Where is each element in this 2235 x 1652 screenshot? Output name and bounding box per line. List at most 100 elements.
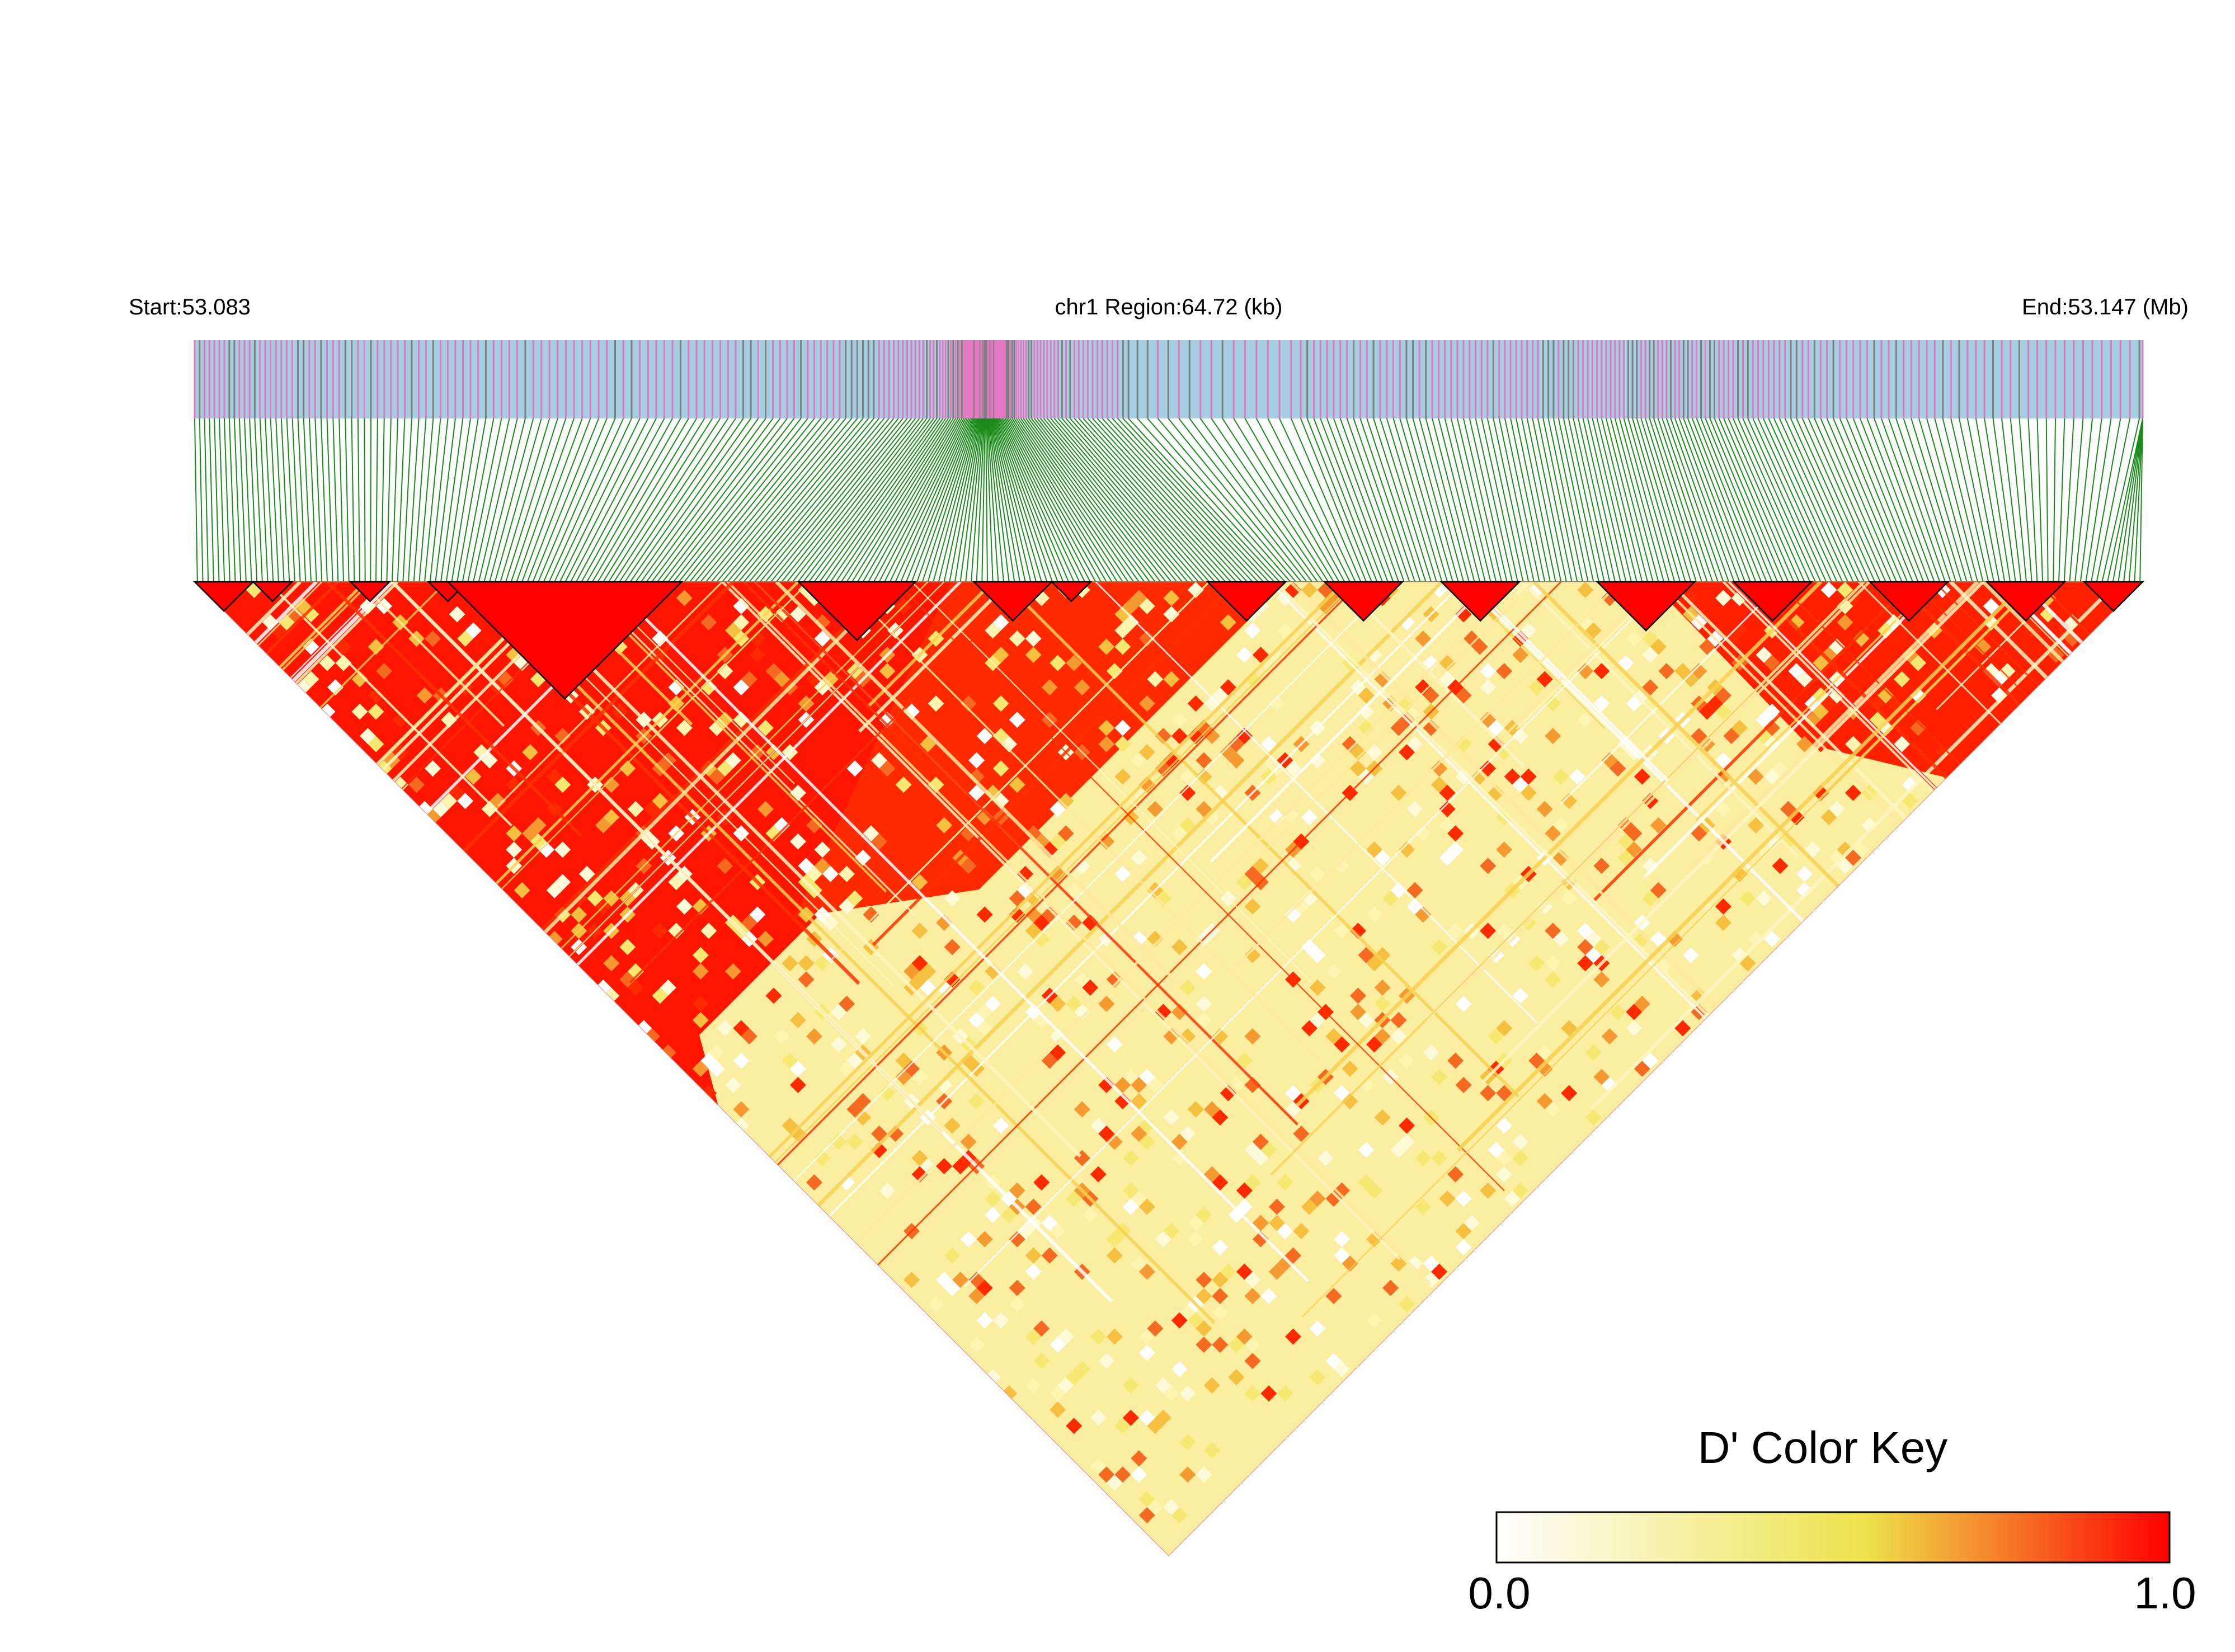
ld-cell [1131, 849, 1147, 866]
ld-cell [1187, 1231, 1204, 1248]
snp-connector [824, 418, 940, 582]
ld-cell [1131, 1093, 1147, 1110]
ld-cell [920, 979, 937, 996]
snp-connector [700, 418, 834, 582]
ld-cell [985, 995, 1001, 1012]
ld-stripe [629, 582, 1032, 983]
ld-cell [1106, 971, 1123, 988]
ld-cell [1374, 671, 1391, 688]
ld-cell [1122, 614, 1139, 631]
ld-cell [1301, 809, 1318, 826]
ld-stripe [2128, 582, 2143, 1318]
ld-cell [1593, 971, 1610, 988]
ld-cell [1277, 622, 1293, 639]
ld-cell [351, 671, 368, 688]
ld-cell [879, 1085, 896, 1102]
ld-stripe [1210, 582, 1492, 863]
ld-cell [1423, 719, 1439, 736]
ld-cell [1415, 1198, 1432, 1215]
ld-cell [1496, 1150, 1513, 1166]
ld-cell [1593, 695, 1610, 712]
snp-connector [989, 418, 1015, 582]
ld-cell [457, 793, 474, 809]
ld-cell [1358, 687, 1375, 704]
snp-connector [995, 418, 1053, 582]
ld-cell [1455, 736, 1472, 752]
ld-cell [1098, 638, 1115, 655]
ld-cell [992, 793, 1009, 809]
ld-cell [514, 882, 530, 898]
snp-connector [1037, 418, 1166, 582]
ld-cell [1082, 979, 1099, 996]
snp-connector [413, 418, 427, 582]
snp-connector [462, 418, 495, 582]
ld-cell [773, 606, 790, 623]
snp-connector [345, 418, 350, 582]
snp-connector [2058, 418, 2065, 582]
snp-connector [1757, 418, 1832, 582]
ld-cell [2040, 606, 2057, 623]
ld-cell [1050, 995, 1066, 1012]
ld-cell [1212, 784, 1229, 801]
ld-cell [1196, 1272, 1212, 1288]
snp-connector [1014, 418, 1118, 582]
ld-cell [789, 1060, 806, 1077]
ld-cell [1325, 590, 1342, 606]
ld-cell [1780, 833, 1796, 850]
snp-connector [2027, 418, 2038, 582]
snp-connector [684, 418, 815, 582]
snp-connector [532, 418, 599, 582]
ld-cell [1114, 1466, 1131, 1483]
ld-cell [1131, 930, 1147, 947]
ld-cell [1496, 1166, 1513, 1183]
snp-connector [1211, 418, 1324, 582]
ld-stripe [872, 582, 1238, 946]
ld-cell [1390, 1255, 1407, 1272]
ld-cell [1334, 1231, 1351, 1248]
ld-cell [700, 679, 717, 696]
ld-cell [1715, 768, 1731, 785]
ld-cell [1747, 768, 1764, 785]
ld-cell [1009, 630, 1025, 647]
ld-cell [1585, 622, 1602, 639]
ld-cell [1650, 882, 1667, 898]
snp-connector [991, 418, 1032, 582]
ld-cell [1406, 736, 1423, 752]
snp-connector [775, 418, 908, 582]
snp-connector [1662, 418, 1719, 582]
ld-stripe [1643, 582, 1941, 878]
ld-cell [1496, 744, 1513, 761]
ld-cell [1025, 630, 1042, 647]
snp-connector [1053, 418, 1194, 582]
snp-connector [1852, 418, 1919, 582]
snp-connector [1050, 418, 1188, 582]
ld-cell [1260, 655, 1277, 671]
ld-cell [546, 768, 563, 785]
snp-connector [2010, 418, 2027, 582]
snp-connector [1526, 418, 1562, 582]
ld-cell [1399, 1296, 1415, 1312]
ld-cell [749, 630, 766, 647]
ld-cell [1301, 890, 1318, 907]
ld-cell [1455, 1077, 1472, 1094]
ld-cell [1106, 663, 1123, 680]
ld-cell [1138, 1344, 1155, 1361]
snp-connector [483, 418, 526, 582]
ld-cell [724, 963, 741, 980]
ld-cell [749, 906, 766, 923]
ld-cell [920, 671, 937, 688]
snp-connector [1065, 418, 1210, 582]
snp-connector [297, 418, 307, 582]
snp-connector [678, 418, 808, 582]
ld-cell [1196, 1320, 1212, 1337]
snp-connector [781, 418, 912, 582]
ld-cell [1431, 1150, 1448, 1166]
ld-cell [1196, 1207, 1212, 1223]
ld-cell [303, 638, 319, 655]
ld-cell [1187, 1101, 1204, 1118]
ld-cell [1829, 801, 1846, 817]
ld-cell [985, 1207, 1001, 1223]
ld-cell [1196, 1466, 1212, 1483]
snp-connector [1432, 418, 1475, 582]
ld-cell [806, 865, 822, 882]
